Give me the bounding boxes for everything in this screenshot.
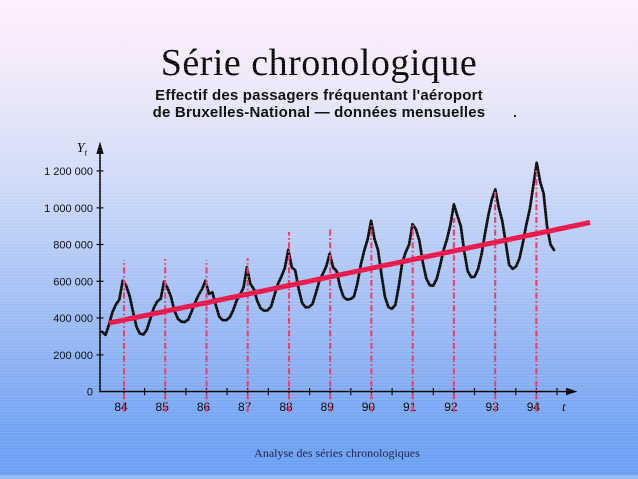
y-tick-label: 1 200 000 [44,166,93,178]
x-axis-title: t [562,399,566,414]
x-tick-label: 85 [156,400,170,414]
y-tick-label: 400 000 [53,313,93,325]
y-tick-label: 0 [87,387,93,399]
x-tick-label: 93 [486,400,500,414]
passenger-series-line [100,161,556,337]
x-tick-label: 86 [197,400,211,414]
x-tick-label: 90 [362,400,376,414]
chart-subtitle: Effectif des passagers fréquentant l'aér… [0,87,638,121]
stray-period-mark: . [513,104,517,120]
x-tick-label: 94 [527,400,541,414]
y-tick-label: 200 000 [53,350,93,362]
x-axis-tick-labels: 84 85 86 87 88 89 90 91 92 93 94 [114,400,540,414]
y-axis-title: Yt [77,141,88,158]
slide-footer: Analyse des séries chronologiques [254,446,420,460]
x-tick-label: 89 [321,400,335,414]
slide-title: Série chronologique [160,42,478,84]
y-tick-label: 600 000 [53,276,93,288]
y-axis-arrowhead-icon [96,141,104,154]
y-axis-ticks [96,170,104,356]
subtitle-line-1: Effectif des passagers fréquentant l'aér… [155,87,483,104]
y-tick-label: 800 000 [53,240,93,252]
x-tick-label: 88 [279,400,293,414]
x-tick-label: 92 [444,400,458,414]
y-tick-label: 1 000 000 [44,203,93,215]
x-tick-label: 87 [238,400,252,414]
x-axis-arrowhead-icon [566,387,578,396]
year-peak-marker-lines [122,170,538,412]
y-axis-tick-labels: 0 200 000 400 000 600 000 800 000 1 000 000 1 … [44,166,93,399]
subtitle-line-2: de Bruxelles-National — données mensuell… [152,104,486,121]
x-tick-label: 84 [114,400,128,414]
x-tick-label: 91 [403,400,417,414]
trend-line [108,220,591,326]
